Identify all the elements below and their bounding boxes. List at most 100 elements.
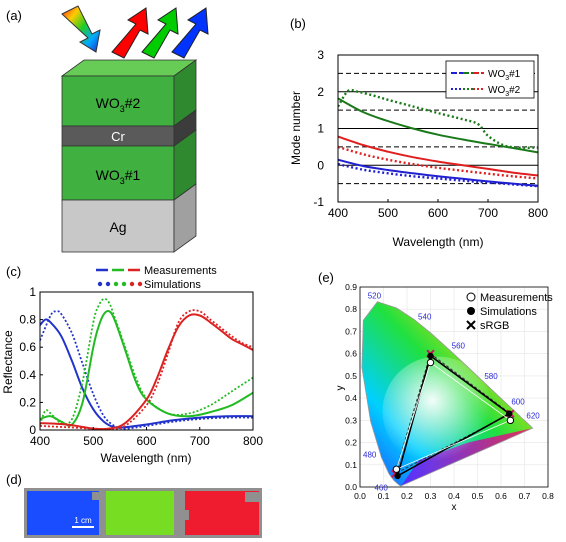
panel-c-ytick-label: 0	[29, 423, 36, 437]
wavelength-label-480: 480	[363, 450, 377, 459]
panel-e-ytick-label: 0.4	[345, 393, 357, 403]
light-arrows	[61, 5, 209, 59]
measurement-point	[506, 416, 515, 425]
panel-b-xtick-label: 600	[428, 206, 448, 220]
simulation-point	[427, 352, 434, 360]
panel-e-ytick-label: 0.9	[345, 282, 357, 292]
panel-c-ytick-label: 1	[29, 285, 36, 299]
panel-c-ytick-label: 0.6	[19, 340, 36, 354]
panel-c-xtick-label: 500	[83, 434, 103, 448]
panel-c-ytick-label: 0.8	[19, 313, 36, 327]
panel-e-ytick-label: 0.7	[345, 326, 357, 336]
panel-e-xtick-label: 0.4	[448, 491, 460, 501]
wavelength-label-580: 580	[484, 372, 498, 381]
wavelength-label-460: 460	[374, 483, 388, 492]
panel-b-legend-wo3-1: WO3#1	[488, 69, 521, 82]
wavelength-label-520: 520	[368, 292, 382, 301]
panel-e-xtick-label: 0.5	[472, 491, 484, 501]
panel-c-xtick-label: 700	[190, 434, 210, 448]
green-light-arrow	[141, 7, 179, 59]
panel-d: (d) 1 cm	[6, 472, 262, 538]
panel-c-series-line-5	[40, 309, 253, 430]
panel-c-series-line-2	[40, 309, 253, 427]
panel-e-xtick-label: 0.6	[495, 491, 507, 501]
panel-b-series-line-0	[338, 97, 538, 154]
panel-e-ticks: 0.0 0.1 0.2 0.3 0.4 0.5 0.6 0.7 0.8 0.0 0.1 0.2 0.3 0…	[345, 282, 554, 501]
panel-c-legend-measurements: Measurements	[144, 265, 217, 277]
panel-a: (a) WO3#2 Cr WO3#1 Ag	[6, 5, 209, 253]
wavelength-label-540: 540	[418, 312, 432, 321]
panel-b-series-line-5	[338, 162, 538, 188]
layer-stack	[60, 59, 198, 253]
panel-c-series	[40, 297, 253, 430]
panel-e-ylabel: y	[335, 386, 346, 391]
panel-b-series	[338, 88, 538, 188]
panel-b-ytick-label: 2	[317, 85, 324, 99]
panel-b-ytick-label: -1	[313, 195, 324, 209]
wo3-1-label: WO3#1	[96, 167, 141, 186]
panel-e-xtick-label: 0.7	[519, 491, 531, 501]
white-light-arrow	[61, 5, 101, 53]
srgb-triangle	[394, 352, 512, 475]
panel-b-series-line-1	[338, 88, 538, 149]
cr-label: Cr	[111, 129, 125, 144]
panel-c-ytick-label: 0.4	[19, 368, 36, 382]
wo3-2-layer	[61, 75, 175, 127]
panel-c-xtick-label: 800	[243, 434, 263, 448]
panel-b-label: (b)	[290, 16, 306, 31]
panel-c-ytick-label: 0.2	[19, 395, 36, 409]
panel-e-points	[391, 349, 515, 480]
panel-c-label: (c)	[6, 264, 21, 279]
swatch-green	[106, 491, 174, 535]
panel-e-ytick-label: 0.5	[345, 371, 357, 381]
panel-b-xtick-label: 400	[328, 206, 348, 220]
panel-b-series-line-3	[338, 145, 538, 180]
panel-e-ytick-label: 0.0	[345, 482, 357, 492]
panel-e-legend-measurements: Measurements	[480, 292, 553, 304]
swatch-blue	[27, 491, 99, 535]
panel-e-xtick-label: 0.0	[354, 491, 366, 501]
wo3-2-label: WO3#2	[96, 95, 141, 114]
panel-e-xtick-label: 0.1	[378, 491, 390, 501]
simulation-point	[394, 472, 401, 480]
ag-layer	[61, 199, 175, 253]
panel-e: (e) 0.0 0.1 0.2 0.3 0.4 0.5 0.6 0.7 0.8 0.0 0.1 0.2…	[318, 270, 554, 513]
cie-white-point	[382, 356, 493, 467]
panel-a-label: (a)	[6, 8, 22, 23]
panel-b-xtick-label: 700	[478, 206, 498, 220]
panel-b-legend-wo3-2: WO3#2	[488, 85, 521, 98]
panel-c-legend-simulations: Simulations	[144, 279, 201, 291]
measurement-triangle	[395, 361, 512, 470]
panel-c-ticks: 400 500 600 700 800 0 0.2 0.4 0.6 0.8 1	[19, 285, 263, 448]
panel-e-legend: Measurements Simulations sRGB	[466, 292, 553, 332]
panel-b-ytick-label: 1	[317, 122, 324, 136]
wavelength-label-560: 560	[452, 341, 466, 350]
panel-e-frame	[359, 286, 549, 488]
panel-e-ytick-label: 0.2	[345, 438, 357, 448]
panel-e-ytick-label: 0.1	[345, 460, 357, 470]
panel-e-xtick-label: 0.3	[425, 491, 437, 501]
cie-locus-outline	[361, 301, 534, 487]
panel-b-legend: WO3#1 WO3#2	[445, 60, 535, 99]
panel-c-legend: Measurements Simulations	[96, 265, 217, 291]
panel-b-ytick-label: 3	[317, 48, 324, 62]
measurement-point	[426, 358, 435, 367]
panel-e-xtick-label: 0.2	[401, 491, 413, 501]
panel-b-series-line-4	[338, 158, 538, 187]
panel-c-series-line-0	[40, 318, 253, 429]
panel-e-label: (e)	[318, 270, 334, 285]
panel-c-xlabel: Wavelength (nm)	[101, 451, 192, 465]
panel-b-ticks: 400 500 600 700 800 -1 0 1 2 3	[313, 48, 548, 220]
panel-c-series-line-1	[40, 310, 253, 430]
wavelength-label-620: 620	[526, 412, 540, 421]
panel-c-ylabel: Reflectance	[1, 330, 15, 394]
red-light-arrow	[111, 7, 149, 59]
panel-e-xlabel: x	[452, 502, 457, 513]
panel-b-ylabel: Mode number	[289, 91, 303, 165]
panel-b-ytick-label: 0	[317, 158, 324, 172]
panel-e-legend-srgb: sRGB	[480, 320, 509, 332]
panel-e-legend-simulations: Simulations	[480, 306, 537, 318]
simulation-point	[506, 410, 513, 417]
